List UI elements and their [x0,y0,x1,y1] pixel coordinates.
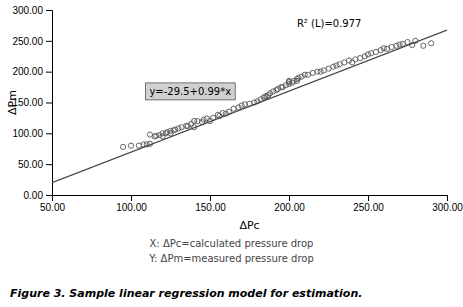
x-tick-mark [289,195,290,201]
equation-text: y=-29.5+0.99*x [149,86,231,97]
x-tick: 200.00 [274,195,305,213]
x-tick-mark [447,195,448,201]
point [296,75,301,80]
point [421,43,426,48]
x-tick-label: 50.00 [40,202,65,213]
point [173,127,178,132]
x-tick-mark [368,195,369,201]
x-tick-label: 250.00 [353,202,384,213]
point [264,94,269,99]
regression-line [52,30,447,183]
y-tick: 300.00 [12,5,52,16]
point [429,41,434,46]
x-tick-mark [131,195,132,201]
point [394,43,399,48]
point [405,39,410,44]
plot: 50.00100.00150.00200.00250.00300.000.005… [12,5,463,213]
point [334,63,339,68]
chart: 50.00100.00150.00200.00250.00300.000.005… [0,0,463,307]
y-tick: 200.00 [12,66,52,77]
point [128,143,133,148]
x-tick-mark [210,195,211,201]
note: Y: ΔPm=measured pressure drop [148,253,314,264]
point [201,117,206,122]
y-tick: 0.00 [24,190,52,201]
x-tick: 300.00 [432,195,463,213]
y-tick-mark [46,133,52,134]
y-tick-label: 300.00 [12,5,43,16]
annotations: R² (L)=0.977 y=-29.5+0.99*x [145,18,361,100]
y-axis-label: ΔPm [6,90,19,115]
y-tick-label: 0.00 [24,190,44,201]
y-tick: 100.00 [12,128,52,139]
scatter-points [121,38,434,149]
y-tick-mark [46,10,52,11]
x-axis-line [53,196,448,202]
x-axis: 50.00 100.00 150.00 200.00 250.00 300.00 [40,195,463,213]
x-tick: 100.00 [116,195,147,213]
point [331,64,336,69]
point [365,52,370,57]
y-tick-mark [46,164,52,165]
point [239,103,244,108]
y-tick-label: 200.00 [12,66,43,77]
y-tick: 50.00 [18,159,52,170]
point [176,126,181,131]
x-tick-label: 200.00 [274,202,305,213]
x-tick-label: 150.00 [195,202,226,213]
y-axis-line [46,11,53,196]
equation-annotation: y=-29.5+0.99*x [145,83,235,100]
point [350,60,355,65]
point [188,121,193,126]
y-tick-mark [46,195,52,196]
x-axis-label: ΔPc [239,219,259,232]
y-tick-label: 100.00 [12,128,43,139]
x-tick: 250.00 [353,195,384,213]
x-tick: 50.00 [40,195,65,213]
r2-annotation: R² (L)=0.977 [297,18,362,29]
point [121,144,126,149]
equation-box [145,83,235,100]
point [165,130,170,135]
note: X: ΔPc=calculated pressure drop [150,238,314,249]
x-tick-label: 300.00 [432,202,463,213]
x-tick-label: 100.00 [116,202,147,213]
caption: Figure 3. Sample linear regression model… [10,287,362,300]
y-tick-label: 50.00 [18,159,43,170]
y-tick-mark [46,72,52,73]
y-tick-mark [46,41,52,42]
y-tick-label: 250.00 [12,36,43,47]
y-tick: 250.00 [12,36,52,47]
point [318,69,323,74]
x-tick: 150.00 [195,195,226,213]
point [274,88,279,93]
y-tick-mark [46,103,52,104]
marks [52,30,447,183]
